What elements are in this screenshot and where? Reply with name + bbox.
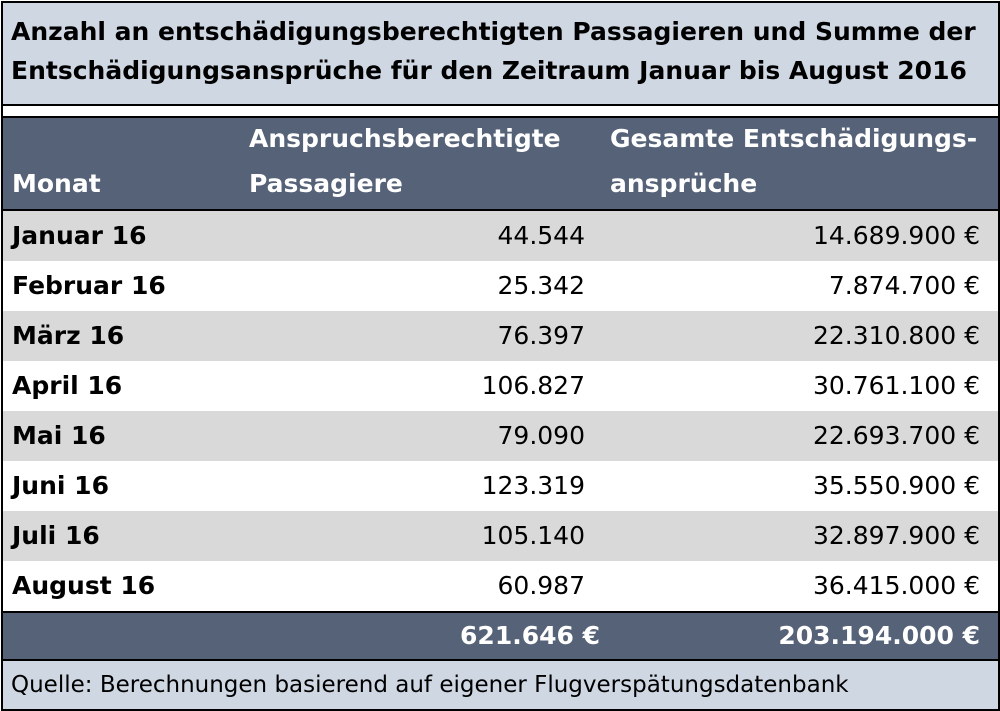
totals-row: 621.646 € 203.194.000 €	[3, 611, 998, 661]
table-row: Februar 16 25.342 7.874.700 €	[3, 261, 998, 311]
cell-claims: 7.874.700 €	[828, 271, 980, 300]
cell-month: Juni 16	[12, 471, 109, 500]
source-note: Quelle: Berechnungen basierend auf eigen…	[3, 661, 998, 709]
cell-passengers: 44.544	[497, 221, 585, 250]
cell-month: Juli 16	[12, 521, 100, 550]
table-row: Januar 16 44.544 14.689.900 €	[3, 211, 998, 261]
cell-month: Februar 16	[12, 271, 166, 300]
table-row: Juni 16 123.319 35.550.900 €	[3, 461, 998, 511]
cell-claims: 14.689.900 €	[813, 221, 980, 250]
cell-claims: 35.550.900 €	[813, 471, 980, 500]
cell-passengers: 79.090	[497, 421, 585, 450]
cell-claims: 32.897.900 €	[813, 521, 980, 550]
table-row: August 16 60.987 36.415.000 €	[3, 561, 998, 611]
header-passengers-line-2: Passagiere	[249, 169, 403, 198]
header-month-label: Monat	[12, 169, 101, 198]
cell-claims: 30.761.100 €	[813, 371, 980, 400]
cell-passengers: 106.827	[481, 371, 585, 400]
cell-month: Mai 16	[12, 421, 106, 450]
cell-passengers: 105.140	[481, 521, 585, 550]
cell-passengers: 25.342	[497, 271, 585, 300]
cell-month: März 16	[12, 321, 125, 350]
table-body: Januar 16 44.544 14.689.900 € Februar 16…	[3, 211, 998, 612]
cell-month: August 16	[12, 571, 156, 600]
table-row: März 16 76.397 22.310.800 €	[3, 311, 998, 361]
header-passengers-line-1: Anspruchsberechtigte	[249, 124, 561, 153]
title-line-2: Entschädigungsansprüche für den Zeitraum…	[11, 56, 967, 85]
header-claims-line-1: Gesamte Entschädigungs-	[610, 124, 978, 153]
header-claims: Gesamte Entschädigungs- ansprüche	[610, 116, 977, 206]
cell-claims: 22.693.700 €	[813, 421, 980, 450]
cell-month: April 16	[12, 371, 123, 400]
header-month: Monat	[12, 161, 101, 206]
total-passengers: 621.646 €	[460, 621, 600, 650]
header-row: Monat Anspruchsberechtigte Passagiere Ge…	[3, 116, 998, 211]
table-row: Juli 16 105.140 32.897.900 €	[3, 511, 998, 561]
total-claims: 203.194.000 €	[778, 621, 980, 650]
header-claims-line-2: ansprüche	[610, 169, 758, 198]
title-line-1: Anzahl an entschädigungsberechtigten Pas…	[11, 17, 976, 46]
cell-month: Januar 16	[12, 221, 147, 250]
cell-claims: 22.310.800 €	[813, 321, 980, 350]
table-title: Anzahl an entschädigungsberechtigten Pas…	[3, 3, 998, 106]
cell-passengers: 123.319	[481, 471, 585, 500]
cell-claims: 36.415.000 €	[813, 571, 980, 600]
cell-passengers: 60.987	[497, 571, 585, 600]
table-row: April 16 106.827 30.761.100 €	[3, 361, 998, 411]
cell-passengers: 76.397	[497, 321, 585, 350]
header-passengers: Anspruchsberechtigte Passagiere	[249, 116, 561, 206]
table-row: Mai 16 79.090 22.693.700 €	[3, 411, 998, 461]
